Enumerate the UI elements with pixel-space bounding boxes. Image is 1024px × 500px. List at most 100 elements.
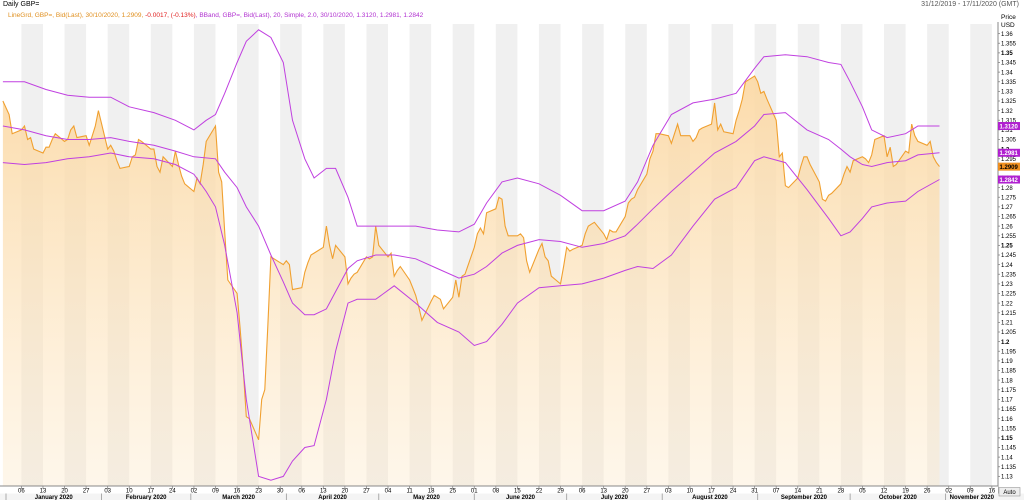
week-label: 06	[18, 489, 25, 495]
price-tick-label: 1.17	[1001, 398, 1013, 404]
price-tick-label: 1.255	[1001, 234, 1017, 240]
price-tick-label: 1.34	[1001, 70, 1013, 76]
week-label: 20	[342, 489, 349, 495]
price-tick-label: 1.325	[1001, 99, 1017, 105]
price-tick-label: 1.31	[1001, 128, 1013, 134]
price-tick-label: 1.275	[1001, 195, 1017, 201]
price-tag-price	[998, 162, 1020, 171]
week-labels: 06 13 20 27 03 10 17 24 02 09 16 23 30 06 13 20 27 04 11 18…	[18, 486, 996, 495]
bband-upper-line	[2, 29, 940, 233]
month-label: September 2020	[781, 495, 828, 500]
month-label: April 2020	[318, 495, 347, 500]
week-label: 09	[967, 489, 974, 495]
week-label: 14	[794, 489, 801, 495]
week-label: 09	[212, 489, 219, 495]
price-tick-label: 1.185	[1001, 369, 1017, 375]
month-label: January 2020	[35, 495, 74, 500]
week-label: 30	[277, 489, 284, 495]
week-label: 07	[773, 489, 780, 495]
week-label: 21	[816, 489, 823, 495]
month-label: July 2020	[601, 495, 629, 500]
price-tick-label: 1.22	[1001, 301, 1013, 307]
week-label: 19	[902, 489, 909, 495]
week-band	[970, 24, 992, 486]
week-label: 02	[191, 489, 198, 495]
legend-bband-info: , BBand, GBP=, Bid(Last), 20, Simple, 2.…	[195, 12, 424, 19]
price-tick-label: 1.18	[1001, 378, 1013, 384]
date-range: 31/12/2019 - 17/11/2020 (GMT)	[921, 1, 1019, 8]
price-tick-label: 1.19	[1001, 359, 1013, 365]
price-area	[2, 76, 940, 486]
week-label: 16	[988, 489, 995, 495]
price-tick-label: 1.33	[1001, 90, 1013, 96]
week-label: 27	[83, 489, 90, 495]
week-label: 11	[406, 489, 413, 495]
week-label: 13	[40, 489, 47, 495]
price-tick-label: 1.35	[1001, 51, 1013, 57]
price-tick-label: 1.26	[1001, 224, 1013, 230]
price-tick-label: 1.245	[1001, 253, 1017, 259]
week-label: 15	[514, 489, 521, 495]
price-tick-label: 1.15	[1001, 436, 1013, 442]
price-tick-label: 1.215	[1001, 311, 1017, 317]
price-tick-label: 1.355	[1001, 41, 1017, 47]
week-label: 12	[881, 489, 888, 495]
price-axis-title: Price	[1001, 14, 1016, 21]
week-label: 13	[600, 489, 607, 495]
legend-line-info: LineGrd, GBP=, Bid(Last), 30/10/2020, 1.…	[8, 12, 146, 19]
chart-header: Daily GBP= 31/12/2019 - 17/11/2020 (GMT)	[0, 0, 1024, 12]
week-label: 26	[924, 489, 931, 495]
month-label: February 2020	[126, 495, 167, 500]
week-label: 10	[126, 489, 133, 495]
month-label: August 2020	[692, 495, 728, 500]
price-tick-label: 1.225	[1001, 292, 1017, 298]
month-label: March 2020	[222, 495, 255, 500]
week-label: 28	[838, 489, 845, 495]
month-label: June 2020	[506, 495, 536, 500]
price-tag-label: 1.2981	[1000, 151, 1019, 157]
auto-scale-label: Auto	[1003, 490, 1016, 496]
price-tick-label: 1.32	[1001, 109, 1013, 115]
price-tick-label: 1.36	[1001, 32, 1013, 38]
week-label: 31	[751, 489, 758, 495]
price-tick-label: 1.24	[1001, 263, 1013, 269]
month-labels: January 2020 February 2020 March 2020 April…	[5, 493, 995, 500]
price-tick-label: 1.2	[1001, 340, 1010, 346]
price-tick-label: 1.21	[1001, 321, 1013, 327]
price-tick-label: 1.335	[1001, 80, 1017, 86]
month-row-bg	[0, 493, 1024, 500]
price-tick-label: 1.235	[1001, 272, 1017, 278]
month-label: November 2020	[950, 495, 995, 500]
auto-scale-button	[998, 487, 1021, 497]
price-tick-label: 1.295	[1001, 157, 1017, 163]
week-label: 24	[169, 489, 176, 495]
bband-lower-line	[2, 152, 940, 481]
price-tick-label: 1.27	[1001, 205, 1013, 211]
price-tick-label: 1.145	[1001, 446, 1017, 452]
chart-title: Daily GBP=	[3, 1, 40, 8]
price-tick-label: 1.315	[1001, 118, 1017, 124]
price-tick-label: 1.165	[1001, 407, 1017, 413]
week-label: 27	[643, 489, 650, 495]
week-label: 06	[579, 489, 586, 495]
week-label: 01	[471, 489, 478, 495]
week-label: 29	[557, 489, 564, 495]
bband-middle-line	[2, 112, 940, 316]
week-label: 02	[945, 489, 952, 495]
price-tag-band	[998, 122, 1020, 131]
week-label: 03	[104, 489, 111, 495]
price-tick-label: 1.135	[1001, 465, 1017, 471]
price-tick-label: 1.25	[1001, 244, 1013, 250]
week-label: 10	[687, 489, 694, 495]
week-label: 17	[147, 489, 154, 495]
price-tick-label: 1.205	[1001, 330, 1017, 336]
price-line	[2, 75, 940, 441]
week-label: 20	[61, 489, 68, 495]
week-label: 04	[385, 489, 392, 495]
week-label: 06	[298, 489, 305, 495]
price-tick-label: 1.305	[1001, 138, 1017, 144]
price-tag-label: 1.3120	[1000, 124, 1019, 130]
week-label: 23	[255, 489, 262, 495]
price-tag-band	[998, 175, 1020, 184]
price-tick-label: 1.16	[1001, 417, 1013, 423]
